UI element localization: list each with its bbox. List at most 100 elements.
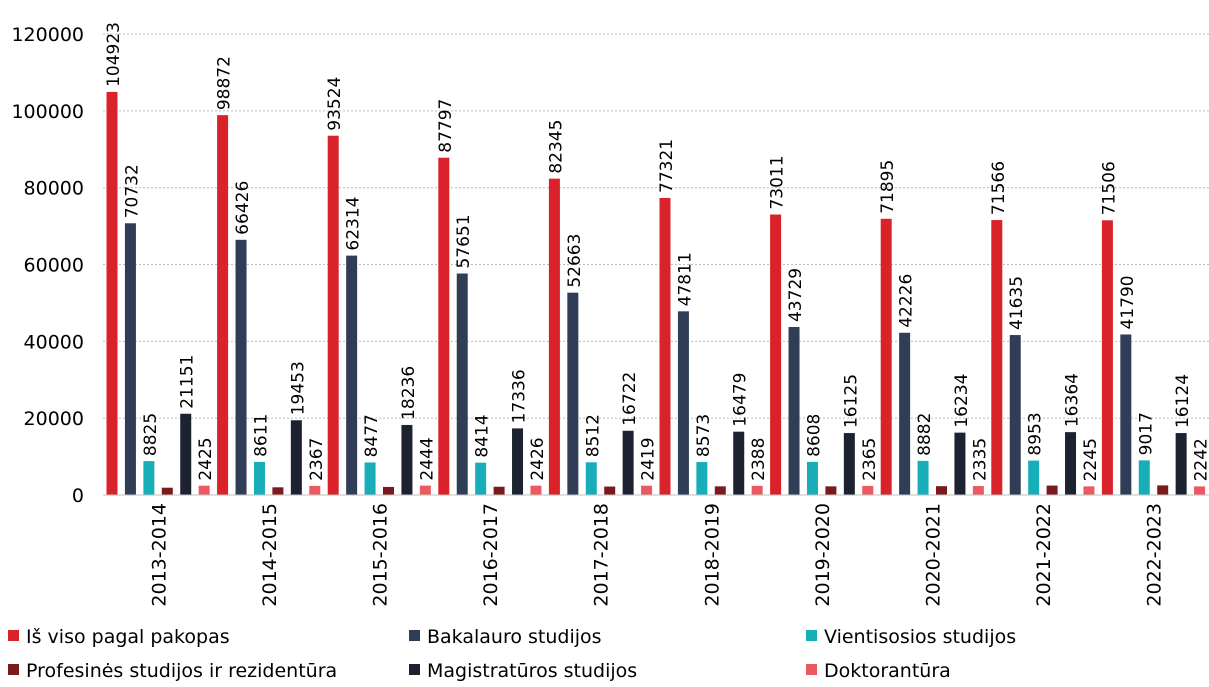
bar-profesines-studijos-ir-rezidentura — [383, 486, 394, 495]
legend-label: Vientisosios studijos — [824, 626, 1016, 648]
bar-magistraturos-studijos — [843, 433, 855, 495]
data-label: 77321 — [657, 139, 677, 193]
x-tick-label: 2016-2017 — [480, 503, 502, 607]
data-labels: 104923 70732 8825 21151 2425 98872 66426 8611 19… — [104, 22, 1209, 481]
bar-profesines-studijos-ir-rezidentura — [1157, 485, 1169, 495]
data-label: 16124 — [1173, 374, 1193, 428]
bar-doktorantura — [309, 485, 321, 495]
legend-swatch — [409, 630, 420, 641]
x-tick-label: 2015-2016 — [370, 503, 392, 607]
x-tick-label: 2019-2020 — [812, 503, 834, 607]
bar-doktorantura — [972, 486, 984, 495]
bar-is-viso-pagal-pakopas — [659, 197, 671, 495]
data-label: 2388 — [749, 438, 769, 481]
data-label: 8512 — [583, 414, 603, 457]
data-label: 16125 — [841, 374, 861, 428]
data-label: 16364 — [1063, 373, 1083, 427]
data-label: 8825 — [141, 413, 161, 456]
bar-is-viso-pagal-pakopas — [217, 115, 229, 495]
y-tick-label: 20000 — [24, 408, 84, 430]
bar-bakalauro-studijos — [567, 292, 579, 495]
bar-bakalauro-studijos — [677, 311, 689, 495]
bar-profesines-studijos-ir-rezidentura — [604, 486, 616, 495]
data-label: 43729 — [786, 268, 806, 322]
x-axis-ticks: 2013-2014 2014-2015 2015-2016 2016-2017 2017… — [148, 503, 1165, 607]
data-label: 8573 — [694, 414, 714, 457]
y-tick-label: 40000 — [24, 331, 84, 353]
bar-vientisosios-studijos — [585, 462, 597, 495]
bar-doktorantura — [419, 485, 431, 495]
bar-vientisosios-studijos — [1028, 460, 1040, 495]
legend-swatch — [806, 664, 817, 675]
bar-bakalauro-studijos — [456, 273, 468, 495]
data-label: 104923 — [104, 22, 124, 87]
bar-is-viso-pagal-pakopas — [991, 220, 1003, 496]
bar-profesines-studijos-ir-rezidentura — [714, 486, 726, 495]
legend-label: Magistratūros studijos — [427, 660, 637, 682]
data-label: 8608 — [804, 414, 824, 457]
bar-doktorantura — [751, 485, 763, 495]
data-label: 93524 — [325, 77, 345, 131]
bar-profesines-studijos-ir-rezidentura — [272, 487, 284, 495]
bar-doktorantura — [530, 485, 542, 495]
bar-bakalauro-studijos — [235, 239, 247, 495]
legend-swatch — [8, 664, 19, 675]
legend-label: Iš viso pagal pakopas — [26, 626, 230, 648]
bar-doktorantura — [198, 485, 210, 495]
data-label: 71506 — [1099, 161, 1119, 215]
y-tick-label: 100000 — [11, 101, 84, 123]
legend-swatch — [409, 664, 420, 675]
data-label: 2245 — [1081, 438, 1101, 481]
data-label: 8477 — [362, 414, 382, 457]
legend-swatch — [8, 630, 19, 641]
bar-bakalauro-studijos — [124, 223, 136, 495]
bar-vientisosios-studijos — [917, 460, 929, 495]
data-label: 71895 — [878, 160, 898, 214]
data-label: 2419 — [639, 437, 659, 480]
bar-magistraturos-studijos — [180, 413, 192, 495]
data-label: 66426 — [233, 181, 253, 235]
bar-is-viso-pagal-pakopas — [327, 135, 339, 495]
bar-is-viso-pagal-pakopas — [770, 214, 782, 496]
data-label: 57651 — [454, 214, 474, 268]
data-label: 41790 — [1118, 275, 1138, 329]
data-label: 47811 — [675, 252, 695, 306]
data-label: 8611 — [251, 414, 271, 457]
data-label: 98872 — [215, 56, 235, 110]
x-tick-label: 2022-2023 — [1144, 503, 1166, 607]
bars — [106, 91, 1206, 496]
bar-magistraturos-studijos — [1065, 432, 1077, 495]
x-tick-label: 2014-2015 — [259, 503, 281, 607]
legend-swatch — [806, 630, 817, 641]
data-label: 16234 — [952, 374, 972, 428]
bar-magistraturos-studijos — [733, 431, 745, 495]
x-tick-label: 2020-2021 — [923, 503, 945, 607]
data-label: 8953 — [1026, 412, 1046, 455]
bar-profesines-studijos-ir-rezidentura — [161, 487, 173, 495]
y-tick-label: 80000 — [24, 178, 84, 200]
data-label: 16722 — [620, 372, 640, 426]
bar-profesines-studijos-ir-rezidentura — [493, 486, 505, 495]
bar-is-viso-pagal-pakopas — [1101, 220, 1113, 495]
legend-label: Bakalauro studijos — [427, 626, 602, 648]
bar-magistraturos-studijos — [290, 420, 302, 495]
bar-vientisosios-studijos — [253, 461, 265, 495]
bar-bakalauro-studijos — [1120, 334, 1132, 495]
y-tick-label: 60000 — [24, 255, 84, 277]
data-label: 8882 — [915, 413, 935, 456]
bar-bakalauro-studijos — [899, 332, 911, 495]
data-label: 16479 — [731, 373, 751, 427]
data-label: 2242 — [1192, 438, 1209, 481]
legend-label: Profesinės studijos ir rezidentūra — [26, 660, 337, 682]
bar-bakalauro-studijos — [346, 255, 358, 495]
data-label: 2335 — [970, 438, 990, 481]
bar-vientisosios-studijos — [364, 462, 376, 495]
data-label: 82345 — [546, 120, 566, 174]
bar-vientisosios-studijos — [806, 461, 818, 495]
bar-vientisosios-studijos — [1138, 460, 1150, 495]
data-label: 41635 — [1007, 276, 1027, 330]
bar-profesines-studijos-ir-rezidentura — [936, 486, 947, 495]
x-tick-label: 2017-2018 — [591, 503, 613, 607]
